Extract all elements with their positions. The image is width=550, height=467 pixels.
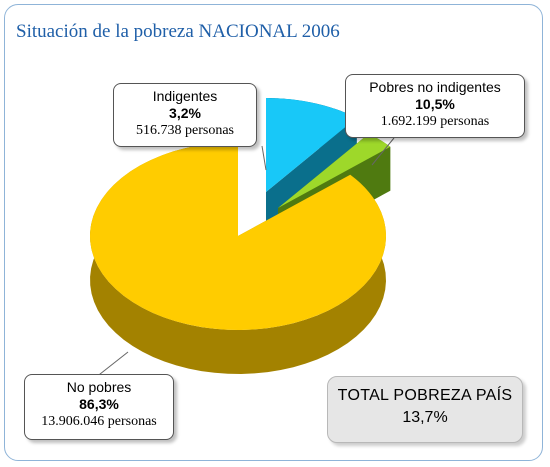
leader-line-no-pobres [94,351,129,379]
callout-indigentes: Indigentes 3,2% 516.738 personas [113,83,257,147]
chart-title: Situación de la pobreza NACIONAL 2006 [16,21,340,42]
total-pobreza-label: TOTAL POBREZA PAÍS [337,387,513,404]
slice-pobres-no-indigentes [266,98,357,192]
callout-no-pobres: No pobres 86,3% 13.906.046 personas [24,374,174,440]
callout-pobres-no-indigentes: Pobres no indigentes 10,5% 1.692.199 per… [345,74,525,138]
label-indigentes-name: Indigentes [152,88,218,104]
label-pobres-no-indigentes-name: Pobres no indigentes [369,79,501,95]
label-pobres-no-indigentes-percent: 10,5% [415,96,455,112]
label-no-pobres-persons: 13.906.046 personas [41,414,157,429]
leader-line-indigentes [261,145,267,171]
slice-no-pobres [90,142,387,330]
label-no-pobres-name: No pobres [66,379,132,395]
leader-line-pobres-no-indigentes [371,137,395,166]
label-pobres-no-indigentes-persons: 1.692.199 personas [380,114,490,129]
total-pobreza-box: TOTAL POBREZA PAÍS 13,7% [327,376,523,443]
label-indigentes-persons: 516.738 personas [136,123,234,138]
slice-indigentes [278,133,391,208]
total-pobreza-value: 13,7% [402,409,448,426]
label-indigentes-percent: 3,2% [169,105,201,121]
label-no-pobres-percent: 86,3% [79,396,119,412]
